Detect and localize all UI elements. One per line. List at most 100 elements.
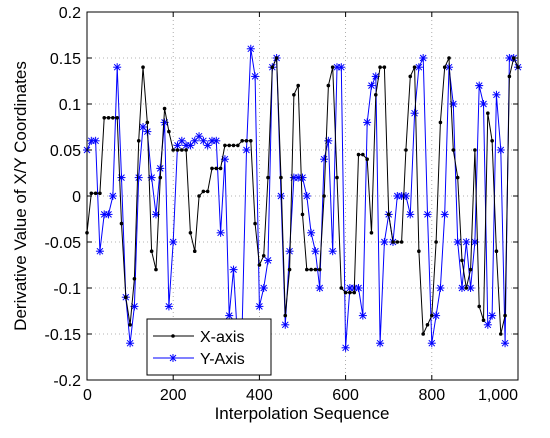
legend-label-x-axis: X-axis bbox=[200, 329, 244, 346]
data-point-x-axis bbox=[89, 191, 94, 196]
data-point-x-axis bbox=[322, 194, 326, 198]
data-point-x-axis bbox=[352, 290, 357, 295]
y-tick-label: 0 bbox=[72, 189, 81, 206]
data-point-x-axis bbox=[180, 148, 184, 152]
data-point-y-axis bbox=[177, 136, 186, 145]
data-point-x-axis bbox=[188, 231, 193, 235]
data-point-x-axis bbox=[477, 304, 482, 309]
data-point-y-axis bbox=[488, 311, 497, 320]
data-point-x-axis bbox=[382, 65, 387, 69]
data-point-y-axis bbox=[91, 136, 100, 145]
y-tick-label: 0.05 bbox=[50, 143, 81, 160]
data-point-x-axis bbox=[292, 93, 296, 97]
data-point-y-axis bbox=[117, 173, 126, 182]
data-point-x-axis bbox=[236, 143, 240, 148]
data-point-y-axis bbox=[501, 339, 510, 348]
data-point-y-axis bbox=[341, 343, 350, 352]
y-tick-label: -0.1 bbox=[53, 281, 81, 298]
data-point-x-axis bbox=[240, 139, 244, 143]
y-tick-label: 0.1 bbox=[59, 97, 81, 114]
data-point-x-axis bbox=[309, 267, 313, 272]
data-point-x-axis bbox=[473, 148, 477, 152]
data-point-y-axis bbox=[354, 284, 363, 292]
legend: X-axis Y-Axis bbox=[146, 318, 272, 376]
data-point-y-axis bbox=[432, 311, 441, 320]
x-tick-label: 400 bbox=[246, 387, 273, 404]
data-point-y-axis bbox=[126, 339, 135, 348]
data-point-x-axis bbox=[447, 56, 451, 60]
data-point-x-axis bbox=[404, 148, 408, 152]
data-point-x-axis bbox=[430, 313, 434, 318]
data-point-x-axis bbox=[425, 323, 430, 327]
data-point-x-axis bbox=[192, 249, 197, 253]
data-point-y-axis bbox=[483, 320, 492, 329]
y-tick-label: -0.15 bbox=[45, 327, 82, 344]
data-point-y-axis bbox=[462, 238, 471, 246]
x-axis-label: Interpolation Sequence bbox=[215, 404, 390, 423]
data-point-x-axis bbox=[205, 189, 210, 194]
data-point-x-axis bbox=[296, 83, 300, 88]
data-point-y-axis bbox=[328, 247, 337, 256]
data-point-y-axis bbox=[307, 228, 316, 237]
data-point-x-axis bbox=[494, 249, 499, 253]
y-tick-label: -0.05 bbox=[45, 235, 82, 252]
data-point-x-axis bbox=[356, 152, 361, 157]
data-point-x-axis bbox=[197, 194, 201, 198]
data-point-x-axis bbox=[167, 129, 171, 134]
data-point-x-axis bbox=[244, 139, 249, 143]
data-point-x-axis bbox=[434, 240, 438, 244]
data-point-x-axis bbox=[498, 332, 503, 336]
data-point-x-axis bbox=[98, 191, 102, 196]
data-point-x-axis bbox=[141, 65, 145, 69]
x-tick-label: 600 bbox=[332, 387, 359, 404]
data-point-y-axis bbox=[276, 192, 285, 200]
data-point-x-axis bbox=[468, 267, 473, 272]
data-point-x-axis bbox=[111, 116, 115, 120]
data-point-x-axis bbox=[93, 191, 98, 196]
data-point-x-axis bbox=[451, 148, 456, 152]
data-point-y-axis bbox=[457, 284, 466, 292]
data-point-y-axis bbox=[113, 63, 122, 72]
data-point-y-axis bbox=[367, 81, 376, 90]
data-point-x-axis bbox=[175, 148, 180, 152]
legend-marker-x-axis bbox=[171, 334, 175, 338]
data-point-x-axis bbox=[408, 74, 413, 79]
data-point-y-axis bbox=[440, 210, 449, 219]
data-point-x-axis bbox=[391, 240, 395, 244]
data-point-x-axis bbox=[464, 286, 469, 290]
data-point-x-axis bbox=[154, 267, 158, 272]
data-point-x-axis bbox=[128, 323, 132, 327]
data-point-x-axis bbox=[279, 175, 283, 180]
data-point-x-axis bbox=[218, 166, 223, 171]
legend-marker-y-axis bbox=[169, 354, 177, 362]
data-point-x-axis bbox=[270, 65, 275, 69]
data-point-x-axis bbox=[149, 249, 154, 253]
data-point-y-axis bbox=[156, 164, 165, 173]
data-point-x-axis bbox=[201, 189, 206, 194]
data-point-y-axis bbox=[246, 44, 255, 53]
data-point-x-axis bbox=[421, 332, 425, 336]
data-point-x-axis bbox=[158, 175, 163, 180]
data-point-x-axis bbox=[257, 263, 262, 267]
data-point-x-axis bbox=[507, 74, 512, 79]
data-point-x-axis bbox=[305, 267, 309, 272]
data-point-y-axis bbox=[169, 238, 178, 246]
data-point-y-axis bbox=[255, 302, 264, 311]
data-point-x-axis bbox=[184, 148, 188, 152]
data-point-x-axis bbox=[438, 120, 443, 125]
data-point-x-axis bbox=[274, 56, 279, 60]
data-point-y-axis bbox=[302, 192, 311, 200]
data-point-x-axis bbox=[231, 143, 236, 148]
data-point-x-axis bbox=[460, 258, 464, 263]
data-point-x-axis bbox=[395, 240, 400, 244]
data-point-y-axis bbox=[229, 265, 238, 274]
y-tick-label: 0.15 bbox=[50, 51, 81, 68]
data-point-x-axis bbox=[214, 166, 219, 171]
data-point-y-axis bbox=[363, 118, 372, 127]
x-tick-label: 1,000 bbox=[478, 387, 518, 404]
data-point-y-axis bbox=[453, 238, 462, 246]
data-point-x-axis bbox=[455, 175, 460, 180]
data-point-x-axis bbox=[365, 157, 369, 161]
data-point-y-axis bbox=[216, 228, 225, 237]
data-point-y-axis bbox=[423, 210, 432, 219]
